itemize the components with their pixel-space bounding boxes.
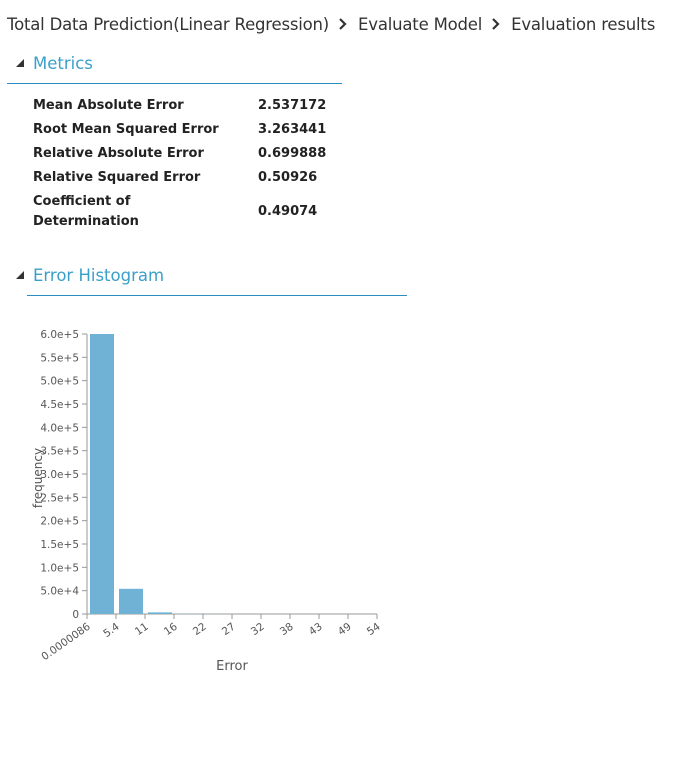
x-tick-label: 16	[162, 620, 180, 638]
y-tick-label: 3.0e+5	[40, 469, 79, 481]
y-tick-label: 5.0e+4	[40, 586, 79, 598]
x-tick-label: 0.0000086	[39, 620, 93, 663]
y-axis: 0 5.0e+4 1.0e+5 1.5e+5 2.0e+5 2.5e+5 3.0e+5 3.5…	[40, 329, 88, 621]
triangle-expanded-icon	[16, 59, 24, 67]
error-histogram-chart: 0 5.0e+4 1.0e+5 1.5e+5 2.0e+5 2.5e+5 3.0e+5 3.5…	[31, 329, 383, 674]
y-tick-label: 6.0e+5	[40, 329, 79, 341]
x-tick-label: 32	[249, 621, 267, 639]
histogram-bars	[90, 334, 375, 614]
metric-label: Root Mean Squared Error	[33, 122, 219, 137]
chevron-right-icon	[337, 17, 349, 31]
metric-label-line: Coefficient of	[33, 194, 131, 209]
metric-value: 2.537172	[258, 98, 327, 113]
metrics-table: Mean Absolute Error 2.537172 Root Mean S…	[33, 94, 353, 234]
y-tick-label: 4.0e+5	[40, 422, 79, 434]
metric-value: 0.49074	[258, 204, 318, 219]
breadcrumb-item-evaluate-model[interactable]: Evaluate Model	[358, 14, 483, 34]
y-tick-label: 1.5e+5	[40, 539, 79, 551]
metric-row: Coefficient of Determination 0.49074	[33, 190, 353, 234]
x-tick-label: 43	[307, 621, 325, 639]
metric-value: 0.699888	[258, 146, 327, 161]
metric-row: Mean Absolute Error 2.537172	[33, 94, 353, 118]
y-tick-label: 0	[72, 609, 79, 621]
triangle-expanded-icon	[16, 271, 24, 279]
x-tick-label: 27	[220, 621, 238, 639]
y-tick-label: 2.5e+5	[40, 492, 79, 504]
x-axis-label: Error	[216, 659, 248, 674]
x-axis: 0.0000086 5.4 11 16 22 27 32 38 43 49 54	[39, 613, 383, 663]
x-tick-label: 54	[365, 620, 383, 638]
metric-value: 0.50926	[258, 170, 318, 185]
y-tick-label: 4.5e+5	[40, 399, 79, 411]
y-tick-label: 3.5e+5	[40, 446, 79, 458]
metric-label: Mean Absolute Error	[33, 98, 184, 113]
histogram-section-divider	[27, 295, 407, 296]
histogram-bar[interactable]	[148, 612, 172, 614]
y-tick-label: 5.0e+5	[40, 376, 79, 388]
x-tick-label: 49	[336, 621, 354, 639]
metric-row: Relative Squared Error 0.50926	[33, 166, 353, 190]
x-tick-label: 11	[133, 621, 151, 639]
metrics-section-toggle[interactable]: Metrics	[15, 52, 93, 74]
metrics-section-divider	[7, 83, 342, 84]
x-tick-label: 22	[191, 621, 209, 639]
x-tick-label: 38	[278, 621, 296, 639]
histogram-bar[interactable]	[119, 588, 143, 614]
breadcrumb-item-experiment[interactable]: Total Data Prediction(Linear Regression)	[7, 14, 330, 34]
metric-label: Coefficient of Determination	[33, 192, 258, 232]
y-axis-label: frequency	[31, 448, 45, 508]
histogram-section-title: Error Histogram	[33, 265, 165, 285]
breadcrumb: Total Data Prediction(Linear Regression)…	[7, 10, 655, 38]
metric-row: Root Mean Squared Error 3.263441	[33, 118, 353, 142]
metric-label: Relative Absolute Error	[33, 146, 204, 161]
chevron-right-icon	[490, 17, 502, 31]
y-tick-label: 1.0e+5	[40, 562, 79, 574]
x-tick-label: 5.4	[101, 620, 122, 640]
breadcrumb-item-evaluation-results: Evaluation results	[511, 14, 656, 34]
metric-label: Relative Squared Error	[33, 170, 201, 185]
histogram-section-toggle[interactable]: Error Histogram	[15, 264, 164, 286]
histogram-bar[interactable]	[90, 334, 114, 614]
metric-row: Relative Absolute Error 0.699888	[33, 142, 353, 166]
y-tick-label: 2.0e+5	[40, 516, 79, 528]
metric-value: 3.263441	[258, 122, 327, 137]
metrics-section-title: Metrics	[33, 53, 93, 73]
metric-label-line: Determination	[33, 214, 139, 229]
y-tick-label: 5.5e+5	[40, 352, 79, 364]
